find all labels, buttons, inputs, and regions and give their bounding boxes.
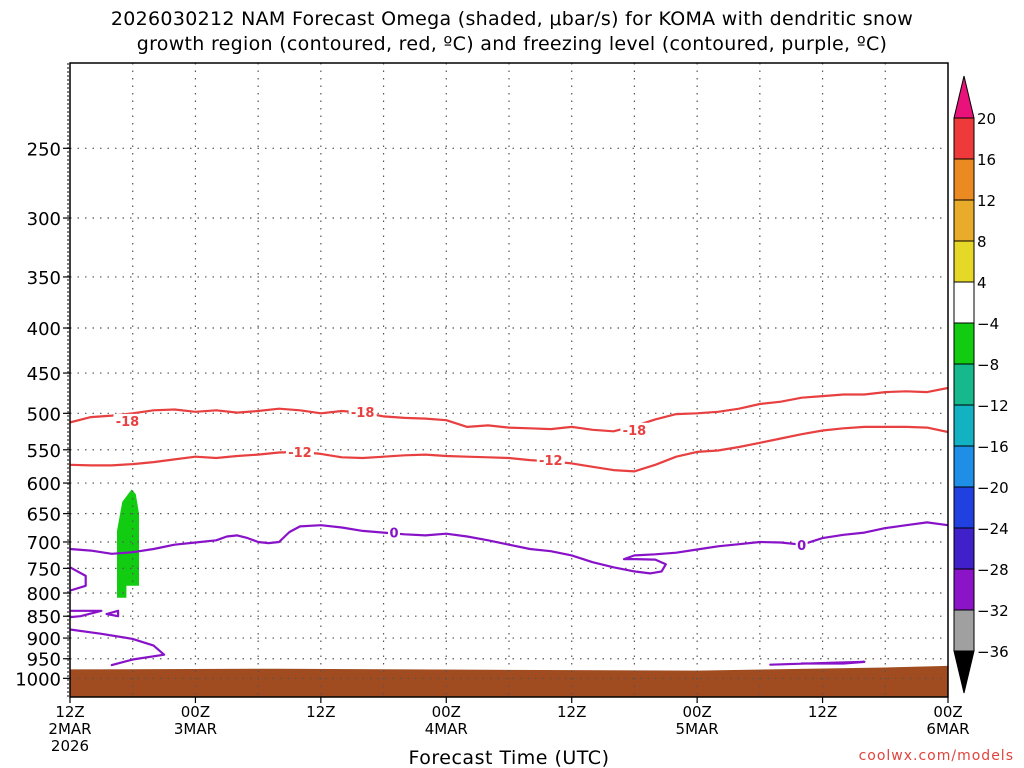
colorbar-box-11	[953, 568, 975, 611]
contour-label-bg	[795, 538, 808, 553]
colorbar-label-10: −24	[977, 520, 1009, 538]
colorbar-top-arrow	[953, 75, 975, 119]
colorbar-label-12: −32	[977, 602, 1009, 620]
x-tick-label-60-0: 00Z	[682, 703, 711, 721]
x-tick-label-36-0: 00Z	[432, 703, 461, 721]
contour-label-bg	[620, 422, 649, 437]
y-tick-label-700: 700	[27, 533, 61, 554]
colorbar-label-1: 16	[977, 151, 996, 169]
contour-label--18-2: -18	[623, 424, 647, 439]
y-tick-label-850: 850	[27, 607, 61, 628]
y-tick-label-400: 400	[27, 319, 61, 340]
colorbar-label-5: −4	[977, 315, 999, 333]
contour-label-bg	[285, 444, 314, 459]
colorbar-label-11: −28	[977, 561, 1009, 579]
colorbar-box-2	[953, 199, 975, 242]
colorbar-box-3	[953, 240, 975, 283]
y-tick-label-250: 250	[27, 139, 61, 160]
colorbar-box-9	[953, 486, 975, 529]
contour-label-bg	[388, 525, 401, 540]
x-tick-label-12-1: 3MAR	[174, 720, 217, 738]
contour-label--12-0: -12	[288, 446, 312, 461]
contour-0-left-bottom	[70, 609, 103, 619]
y-tick-label-650: 650	[27, 505, 61, 526]
x-tick-label-84-1: 6MAR	[926, 720, 969, 738]
y-tick-label-900: 900	[27, 629, 61, 650]
contour-0-low-arc	[70, 628, 166, 667]
contour-label--18-1: -18	[351, 406, 375, 421]
colorbar-label-9: −20	[977, 479, 1009, 497]
x-tick-label-84-0: 00Z	[933, 703, 962, 721]
colorbar-label-6: −8	[977, 356, 999, 374]
colorbar-box-7	[953, 404, 975, 447]
y-tick-label-950: 950	[27, 650, 61, 671]
omega-shaded-region-0	[117, 489, 139, 598]
chart-title-line-2: growth region (contoured, red, ºC) and f…	[136, 33, 888, 55]
colorbar-box-5	[953, 322, 975, 365]
y-tick-label-500: 500	[27, 404, 61, 425]
y-tick-label-750: 750	[27, 559, 61, 580]
contour--12	[70, 425, 948, 473]
colorbar-label-0: 20	[977, 110, 996, 128]
chart-title-line-1: 2026030212 NAM Forecast Omega (shaded, μ…	[110, 8, 914, 30]
colorbar-box-12	[953, 609, 975, 652]
contour-0-left-lower	[70, 566, 87, 592]
x-tick-label-0-0: 12Z	[55, 703, 84, 721]
colorbar-bottom-arrow	[953, 650, 975, 694]
colorbar-label-4: 4	[977, 274, 987, 292]
contour--18	[70, 386, 948, 433]
y-tick-label-350: 350	[27, 268, 61, 289]
plot-area: -18 -18 -18 -12 -12 0 0	[70, 63, 948, 697]
plot-frame	[69, 62, 949, 698]
x-tick-label-24-0: 12Z	[306, 703, 335, 721]
colorbar-label-13: −36	[977, 643, 1009, 661]
y-tick-label-550: 550	[27, 441, 61, 462]
contour-label-bg	[113, 413, 142, 428]
colorbar-label-2: 12	[977, 192, 996, 210]
contour-0-small-loop	[105, 609, 120, 618]
contour-label--18-0: -18	[116, 415, 140, 430]
colorbar-box-6	[953, 363, 975, 406]
watermark: coolwx.com/models	[858, 748, 1014, 764]
x-tick-label-60-1: 5MAR	[676, 720, 719, 738]
y-tick-label-800: 800	[27, 584, 61, 605]
x-tick-label-0-1: 2MAR	[48, 720, 91, 738]
x-tick-label-72-0: 12Z	[808, 703, 837, 721]
x-tick-label-12-0: 00Z	[181, 703, 210, 721]
colorbar-box-8	[953, 445, 975, 488]
colorbar-label-3: 8	[977, 233, 987, 251]
y-tick-label-450: 450	[27, 364, 61, 385]
contour-label--12-1: -12	[539, 454, 563, 469]
x-tick-label-36-1: 4MAR	[425, 720, 468, 738]
contour-0-right-low	[769, 660, 866, 666]
x-tick-label-48-0: 12Z	[557, 703, 586, 721]
colorbar-box-0	[953, 117, 975, 160]
contour-label-0-1: 0	[797, 539, 806, 554]
contour-0	[70, 521, 948, 575]
colorbar-box-10	[953, 527, 975, 570]
ground-surface	[70, 665, 948, 697]
colorbar-box-4	[953, 281, 975, 324]
y-tick-label-300: 300	[27, 209, 61, 230]
y-tick-label-600: 600	[27, 474, 61, 495]
colorbar-label-7: −12	[977, 397, 1009, 415]
x-tick-label-0-2: 2026	[51, 737, 89, 755]
colorbar-box-1	[953, 158, 975, 201]
contour-label-bg	[348, 404, 377, 419]
contour-label-0-0: 0	[390, 527, 399, 542]
x-axis-title: Forecast Time (UTC)	[409, 747, 610, 768]
colorbar-label-8: −16	[977, 438, 1009, 456]
y-tick-label-1000: 1000	[15, 669, 61, 690]
contour-label-bg	[536, 453, 565, 468]
